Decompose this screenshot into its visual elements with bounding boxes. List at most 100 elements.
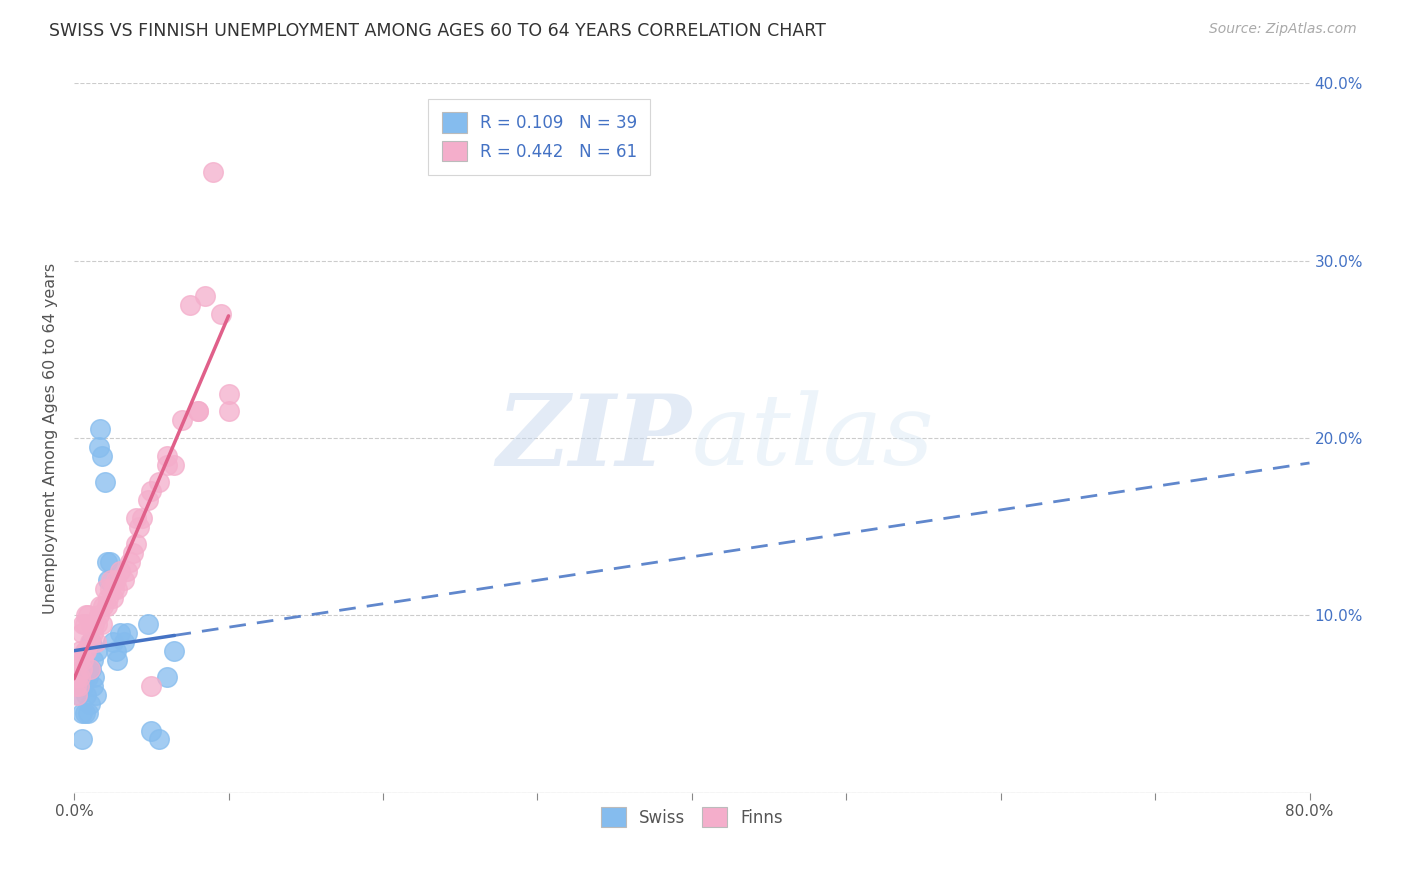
Point [69, 644, 91, 658]
Point [141, 679, 163, 693]
Point [86, 644, 108, 658]
Point [98, 555, 121, 569]
Point [89, 422, 111, 436]
Point [72, 617, 94, 632]
Text: ZIP: ZIP [496, 390, 692, 486]
Point [93, 599, 115, 614]
Point [115, 626, 138, 640]
Point [156, 670, 179, 684]
Point [79, 661, 101, 675]
Point [104, 573, 127, 587]
Point [67, 688, 90, 702]
Point [90, 449, 112, 463]
Point [84, 635, 107, 649]
Point [156, 449, 179, 463]
Point [131, 511, 153, 525]
Point [209, 307, 232, 321]
Point [89, 599, 111, 614]
Point [125, 511, 148, 525]
Point [97, 573, 120, 587]
Point [70, 706, 93, 720]
Point [194, 289, 217, 303]
Point [79, 697, 101, 711]
Point [101, 591, 124, 605]
Point [65, 679, 87, 693]
Text: atlas: atlas [692, 391, 935, 486]
Point [136, 493, 159, 508]
Point [156, 458, 179, 472]
Point [163, 458, 186, 472]
Point [72, 679, 94, 693]
Point [83, 670, 105, 684]
Point [75, 661, 97, 675]
Point [73, 617, 96, 632]
Point [70, 626, 93, 640]
Point [80, 635, 103, 649]
Point [104, 644, 127, 658]
Point [67, 679, 90, 693]
Point [66, 670, 89, 684]
Point [218, 386, 240, 401]
Point [118, 555, 141, 569]
Point [79, 635, 101, 649]
Point [66, 670, 89, 684]
Point [73, 644, 96, 658]
Point [80, 617, 103, 632]
Point [96, 555, 118, 569]
Point [70, 661, 93, 675]
Point [218, 404, 240, 418]
Point [96, 599, 118, 614]
Text: Source: ZipAtlas.com: Source: ZipAtlas.com [1209, 22, 1357, 37]
Point [70, 732, 93, 747]
Point [87, 608, 110, 623]
Point [77, 706, 100, 720]
Point [82, 653, 104, 667]
Point [72, 653, 94, 667]
Point [110, 626, 132, 640]
Point [94, 475, 117, 490]
Point [83, 617, 105, 632]
Point [98, 582, 121, 596]
Point [172, 413, 194, 427]
Point [141, 484, 163, 499]
Point [110, 564, 132, 578]
Point [66, 688, 89, 702]
Text: SWISS VS FINNISH UNEMPLOYMENT AMONG AGES 60 TO 64 YEARS CORRELATION CHART: SWISS VS FINNISH UNEMPLOYMENT AMONG AGES… [49, 22, 827, 40]
Point [77, 670, 100, 684]
Point [94, 582, 117, 596]
Point [121, 546, 143, 560]
Point [136, 617, 159, 632]
Point [90, 617, 112, 632]
Point [179, 298, 201, 312]
Point [69, 670, 91, 684]
Point [148, 475, 170, 490]
Point [148, 732, 170, 747]
Point [87, 440, 110, 454]
Point [115, 564, 138, 578]
Point [84, 688, 107, 702]
Point [82, 626, 104, 640]
Point [128, 519, 150, 533]
Point [69, 679, 91, 693]
Point [112, 635, 135, 649]
Point [73, 706, 96, 720]
Point [73, 670, 96, 684]
Point [77, 608, 100, 623]
Point [75, 688, 97, 702]
Point [105, 582, 128, 596]
Point [125, 537, 148, 551]
Point [187, 404, 209, 418]
Point [101, 635, 124, 649]
Point [163, 644, 186, 658]
Point [97, 591, 120, 605]
Point [187, 404, 209, 418]
Point [75, 608, 97, 623]
Point [79, 661, 101, 675]
Point [67, 653, 90, 667]
Point [112, 573, 135, 587]
Point [103, 582, 125, 596]
Point [105, 653, 128, 667]
Point [86, 617, 108, 632]
Point [141, 723, 163, 738]
Legend: Swiss, Finns: Swiss, Finns [593, 800, 790, 834]
